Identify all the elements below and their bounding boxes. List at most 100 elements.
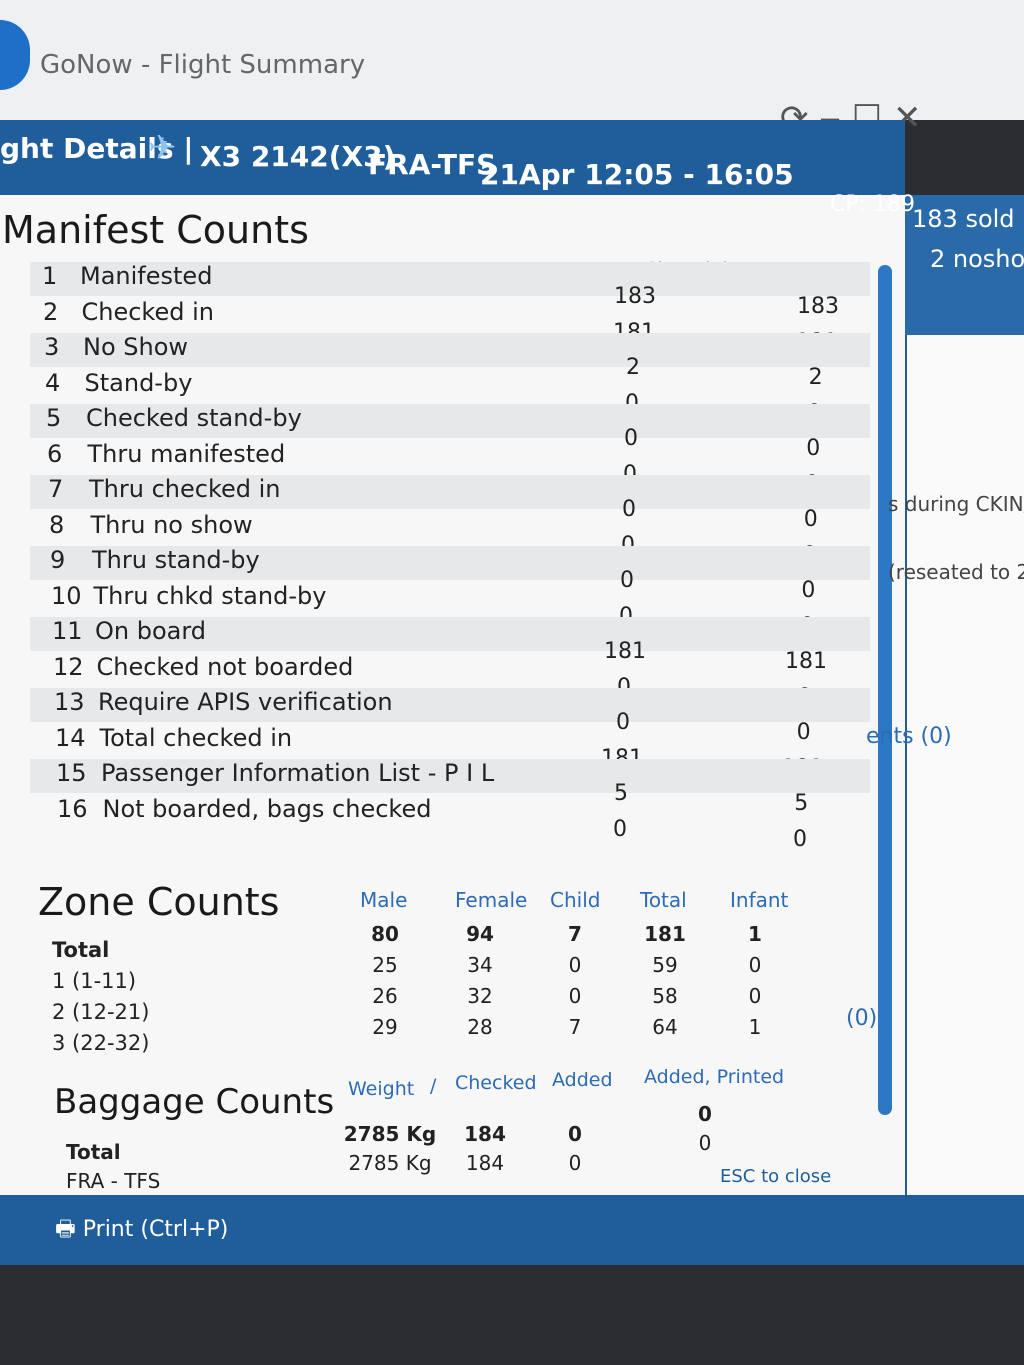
row-label: Thru chkd stand-by [93, 581, 327, 610]
row-number: 8 [49, 510, 65, 539]
section-title: Manifest Counts [2, 208, 309, 252]
zone-count: 59 [652, 953, 678, 977]
zone-label: Total [52, 938, 110, 962]
row-label: Thru checked in [89, 475, 281, 503]
zone-count: 1 [748, 922, 762, 946]
row-number: 12 [53, 652, 84, 681]
row-number: 4 [45, 368, 61, 397]
economy-count: 0 [622, 497, 636, 522]
flight-number: X3 2142(X3) [200, 140, 396, 173]
side-panel [905, 195, 1024, 1200]
zone-count: 32 [467, 984, 493, 1008]
total-count: 0 [793, 826, 807, 852]
row-number: 2 [43, 297, 59, 326]
row-number: 5 [46, 404, 62, 432]
column-header: / [430, 1075, 437, 1097]
row-label: Manifested [80, 262, 213, 290]
row-label: Thru manifested [87, 439, 286, 468]
baggage-label: FRA - TFS [66, 1169, 161, 1193]
zone-count: 0 [748, 953, 762, 977]
side-panel-header [905, 195, 1024, 335]
zone-count: 28 [467, 1015, 493, 1039]
side-text: 183 sold [912, 205, 1015, 233]
print-button[interactable]: 🖶 Print (Ctrl+P) [55, 1217, 229, 1242]
scrollbar[interactable] [878, 265, 892, 1115]
row-stripe [30, 404, 870, 438]
side-text: ents (0) [866, 724, 952, 749]
capacity: CP: 189 [830, 192, 916, 217]
row-label: Not boarded, bags checked [102, 794, 432, 823]
column-header: Checked [455, 1072, 537, 1094]
zone-count: 0 [568, 953, 582, 977]
baggage-value: 2785 Kg [348, 1151, 432, 1175]
row-label: Checked not boarded [96, 652, 354, 681]
section-title: Zone Counts [38, 880, 280, 924]
baggage-value: 184 [465, 1151, 505, 1175]
column-header: Added [552, 1069, 613, 1091]
column-header: Male [360, 888, 408, 912]
economy-count: 0 [624, 426, 638, 451]
baggage-label: Total [66, 1140, 121, 1164]
total-count: 2 [808, 365, 823, 390]
flight-header [0, 120, 905, 200]
column-header: Child [550, 888, 601, 912]
zone-count: 25 [372, 953, 398, 977]
row-label: Thru no show [90, 510, 253, 539]
column-header: Weight [348, 1078, 415, 1100]
baggage-value: 0 [698, 1102, 712, 1126]
zone-count: 64 [652, 1015, 678, 1039]
row-label: On board [95, 617, 207, 645]
baggage-value: 2785 Kg [343, 1122, 437, 1146]
side-text: (0) [846, 1006, 878, 1031]
title-bar [0, 0, 1024, 120]
row-stripe [30, 262, 870, 296]
row-stripe [30, 333, 870, 367]
zone-count: 7 [568, 922, 582, 946]
total-count: 183 [797, 294, 839, 319]
zone-count: 0 [568, 984, 582, 1008]
economy-count: 0 [620, 568, 634, 593]
airline-icon: ✈ [148, 128, 177, 168]
column-header: Female [455, 888, 528, 912]
section-title: Baggage Counts [54, 1082, 335, 1122]
economy-count: 5 [614, 781, 628, 806]
zone-label: 2 (12-21) [52, 1000, 150, 1024]
row-label: Require APIS verification [98, 688, 393, 716]
row-number: 15 [56, 759, 87, 787]
total-count: 0 [803, 507, 818, 532]
baggage-value: 0 [568, 1151, 582, 1175]
tab-label: ght Details | [0, 132, 194, 165]
economy-count: 183 [614, 284, 656, 309]
zone-count: 29 [372, 1015, 398, 1039]
row-stripe [30, 617, 870, 651]
row-number: 16 [57, 794, 88, 823]
route: FRA-TFS [368, 148, 497, 181]
column-header: Added, Printed [644, 1066, 785, 1088]
economy-count: 2 [626, 355, 640, 380]
row-label: Checked in [81, 297, 214, 326]
total-count: 0 [796, 720, 811, 745]
row-stripe [30, 759, 870, 793]
column-header: Infant [730, 888, 789, 912]
zone-label: 3 (22-32) [52, 1031, 150, 1055]
economy-count: 0 [616, 710, 630, 735]
row-label: Total checked in [99, 723, 293, 752]
row-stripe [30, 546, 870, 580]
row-number: 3 [44, 333, 60, 361]
total-count: 0 [801, 578, 816, 603]
side-text: s during CKIN/ [888, 492, 1024, 516]
zone-count: 80 [371, 922, 399, 946]
baggage-value: 0 [568, 1122, 582, 1146]
row-number: 10 [51, 581, 82, 610]
row-number: 7 [48, 475, 64, 503]
row-number: 11 [52, 617, 83, 645]
close-hint: ESC to close [720, 1166, 832, 1187]
row-label: Checked stand-by [86, 404, 302, 432]
total-count: 181 [785, 649, 827, 674]
zone-count: 0 [748, 984, 762, 1008]
footer-bar [0, 1195, 1024, 1265]
row-label: Stand-by [84, 368, 193, 397]
zone-label: 1 (1-11) [52, 969, 137, 993]
print-label: Print (Ctrl+P) [82, 1217, 229, 1242]
